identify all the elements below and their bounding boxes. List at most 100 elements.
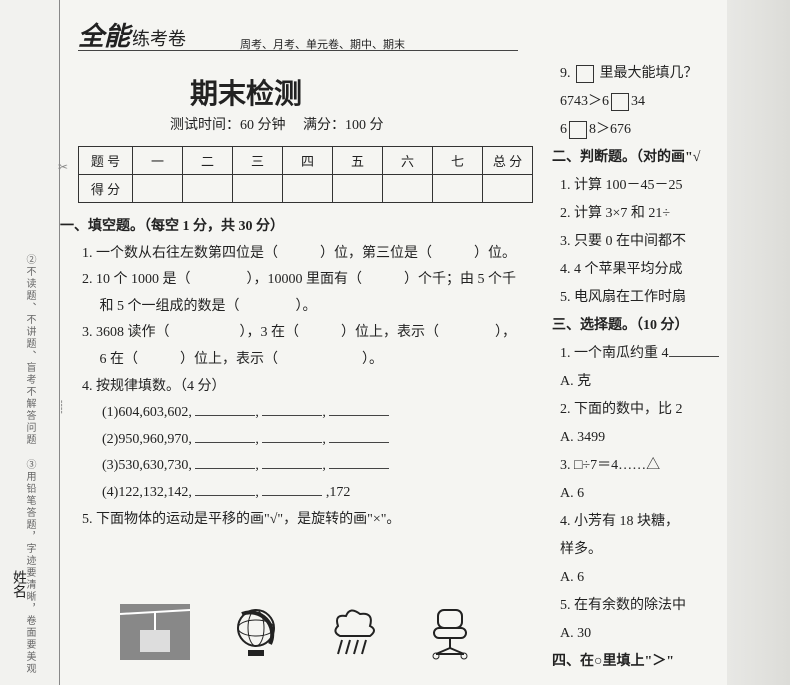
q-text: 34 [631, 94, 645, 109]
blank [195, 429, 255, 443]
brand-sub: 练考卷 [132, 29, 186, 49]
question-sub: (1)604,603,602, , , [102, 400, 538, 427]
cell [433, 175, 483, 203]
question-text: 2. 10 个 1000 是（ ），10000 里面有（ ）个千；由 5 个千 [82, 267, 538, 294]
cell [333, 175, 383, 203]
question-sub: (2)950,960,970, , , [102, 427, 538, 454]
question-text: 4. 4 个苹果平均分成 [560, 256, 790, 284]
q-text: 8＞676 [589, 122, 631, 137]
question-text: 1. 一个数从右往左数第四位是（ ）位，第三位是（ ）位。 [82, 241, 538, 268]
cell [483, 175, 533, 203]
option-text: A. 3499 [560, 424, 790, 452]
question-sub: (4)122,132,142, , ,172 [102, 480, 538, 507]
qnum: 9. [560, 66, 571, 81]
question-text: 5. 电风扇在工作时扇 [560, 284, 790, 312]
blank [195, 455, 255, 469]
question-text: 3. 3608 读作（ ），3 在（ ）位上，表示（ ）， [82, 320, 538, 347]
th: 四 [283, 147, 333, 175]
cell [383, 175, 433, 203]
blank [262, 455, 322, 469]
score-table: 题 号 一 二 三 四 五 六 七 总 分 得 分 [78, 146, 533, 203]
section-heading: 三、选择题。（10 分） [552, 312, 790, 340]
brand-main: 全能 [78, 22, 130, 51]
question-text: 6 8＞676 [560, 116, 790, 144]
brand-note: 周考、月考、单元卷、期中、期末 [240, 36, 405, 52]
cell [283, 175, 333, 203]
question-text: 4. 按规律填数。（4 分） [82, 374, 538, 401]
exam-page: ②不读题、不讲题、盲考不解答问题 ③用铅笔答题，字迹要清晰，卷面要美观 姓名 ✂… [0, 0, 790, 685]
question-text: 样多。 [560, 536, 790, 564]
section-heading: 一、填空题。（每空 1 分，共 30 分） [60, 214, 538, 241]
blank [195, 402, 255, 416]
exam-info: 测试时间：60 分钟 满分：100 分 [170, 114, 384, 134]
question-text: 5. 下面物体的运动是平移的画"√"，是旋转的画"×"。 [82, 507, 538, 534]
question-text: 6743＞6 34 [560, 88, 790, 116]
question-text: 2. 下面的数中，比 2 [560, 396, 790, 424]
blank [262, 429, 322, 443]
question-text: 9. 里最大能填几？ [560, 60, 790, 88]
section-heading: 四、在○里填上"＞" [552, 648, 790, 676]
question-text: 3. 只要 0 在中间都不 [560, 228, 790, 256]
question-text: 2. 计算 3×7 和 21÷ [560, 200, 790, 228]
question-text: 6 在（ ）位上，表示（ ）。 [82, 347, 538, 374]
right-column: 9. 里最大能填几？ 6743＞634 68＞676 二、判断题。（对的画"√ … [560, 60, 790, 676]
time-label: 测试时间：60 分钟 [170, 118, 286, 133]
seq-label: (2)950,960,970, [102, 432, 192, 447]
name-field: 姓名 [8, 570, 28, 598]
name-label: 姓名 [11, 570, 26, 598]
question-text: 5. 在有余数的除法中 [560, 592, 790, 620]
table-row: 题 号 一 二 三 四 五 六 七 总 分 [79, 147, 533, 175]
picture-row [120, 604, 478, 660]
page-title: 期末检测 [190, 72, 302, 112]
option-text: A. 6 [560, 480, 790, 508]
table-row: 得 分 [79, 175, 533, 203]
th: 七 [433, 147, 483, 175]
cablecar-icon [120, 604, 190, 660]
brand-title: 全能练考卷 [78, 16, 186, 53]
full-score-label: 满分：100 分 [303, 118, 384, 133]
seq-label: (1)604,603,602, [102, 405, 192, 420]
answer-box [576, 65, 594, 83]
blank [195, 482, 255, 496]
answer-box [611, 93, 629, 111]
th: 六 [383, 147, 433, 175]
th: 三 [233, 147, 283, 175]
blank [262, 482, 322, 496]
option-text: A. 6 [560, 564, 790, 592]
cut-mark-2: ┊ [58, 400, 65, 415]
question-text: 和 5 个一组成的数是（ ）。 [82, 294, 538, 321]
blank [262, 402, 322, 416]
q-text: 6743＞6 [560, 94, 609, 109]
th: 五 [333, 147, 383, 175]
th: 题 号 [79, 147, 133, 175]
blank [329, 455, 389, 469]
blank [329, 402, 389, 416]
seq-label: (4)122,132,142, [102, 485, 192, 500]
q-text: 里最大能填几？ [600, 66, 698, 81]
question-text: 4. 小芳有 18 块糖， [560, 508, 790, 536]
question-sub: (3)530,630,730, , , [102, 453, 538, 480]
question-text: 1. 计算 100－45－25 [560, 172, 790, 200]
question-text: 3. □÷7＝4……△ [560, 452, 790, 480]
cut-mark: ✂ [58, 160, 68, 175]
chair-icon [422, 604, 478, 660]
row-label: 得 分 [79, 175, 133, 203]
rain-icon [326, 604, 382, 660]
main-content: 一、填空题。（每空 1 分，共 30 分） 1. 一个数从右往左数第四位是（ ）… [68, 214, 538, 533]
seq-tail: ,172 [326, 485, 351, 500]
seq-label: (3)530,630,730, [102, 458, 192, 473]
globe-icon [230, 604, 286, 660]
question-text: 1. 一个南瓜约重 4 [560, 340, 790, 368]
section-heading: 二、判断题。（对的画"√ [552, 144, 790, 172]
cell [183, 175, 233, 203]
option-text: A. 30 [560, 620, 790, 648]
q-text: 1. 一个南瓜约重 4 [560, 346, 669, 361]
th: 总 分 [483, 147, 533, 175]
blank [669, 343, 719, 357]
th: 一 [133, 147, 183, 175]
blank [329, 429, 389, 443]
option-text: A. 克 [560, 368, 790, 396]
cell [133, 175, 183, 203]
cell [233, 175, 283, 203]
q-text: 6 [560, 122, 567, 137]
